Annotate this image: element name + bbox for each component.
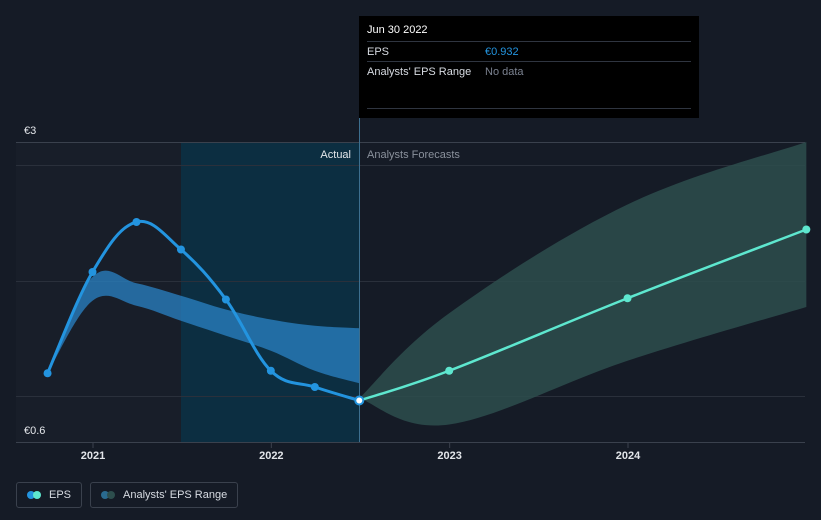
x-axis-tick-label: 2024 [616, 450, 641, 462]
tooltip-divider [367, 108, 691, 109]
eps-line-forecast [358, 228, 807, 402]
range-area-forecast [359, 142, 807, 426]
eps-point-actual[interactable] [43, 369, 52, 378]
y-axis-top-label: €3 [24, 125, 36, 137]
range-area-actual [47, 270, 360, 384]
y-axis-bottom-label: €0.6 [24, 425, 45, 437]
legend-eps-button[interactable]: EPS [16, 482, 83, 508]
x-axis-tick-label: 2023 [437, 450, 461, 462]
tooltip-range-label: Analysts' EPS Range [367, 66, 472, 78]
eps-point-actual[interactable] [88, 268, 97, 276]
legend-range-button[interactable]: Analysts' EPS Range [90, 482, 239, 508]
eps-point-current[interactable] [354, 395, 365, 406]
x-axis-tick-label: 2022 [259, 450, 283, 462]
tooltip-eps-value: €0.932 [485, 46, 519, 58]
actual-section-label: Actual [320, 149, 351, 161]
eps-point-forecast[interactable] [623, 294, 632, 303]
tooltip-range-value: No data [485, 66, 524, 78]
eps-swatch-icon [27, 491, 41, 499]
tooltip: Jun 30 2022 EPS €0.932 Analysts' EPS Ran… [359, 16, 699, 118]
eps-point-actual[interactable] [266, 366, 275, 375]
eps-point-actual[interactable] [132, 218, 141, 226]
tooltip-eps-label: EPS [367, 46, 390, 58]
tooltip-eps-row: EPS €0.932 [367, 42, 691, 62]
eps-point-actual[interactable] [221, 295, 230, 304]
legend: EPS Analysts' EPS Range [16, 482, 239, 508]
x-axis-ticks: 2021 2022 2023 2024 [81, 442, 641, 462]
eps-point-forecast[interactable] [445, 366, 454, 375]
forecast-section-label: Analysts Forecasts [367, 149, 460, 161]
tooltip-range-row: Analysts' EPS Range No data [367, 62, 691, 105]
eps-point-actual[interactable] [310, 383, 319, 391]
eps-point-forecast[interactable] [802, 225, 811, 234]
tooltip-date: Jun 30 2022 [367, 24, 691, 42]
eps-point-actual[interactable] [176, 245, 185, 254]
range-swatch-icon [101, 491, 116, 499]
legend-eps-label: EPS [49, 489, 72, 501]
eps-points [43, 218, 811, 406]
legend-range-label: Analysts' EPS Range [123, 489, 228, 501]
x-axis-tick-label: 2021 [81, 450, 105, 462]
